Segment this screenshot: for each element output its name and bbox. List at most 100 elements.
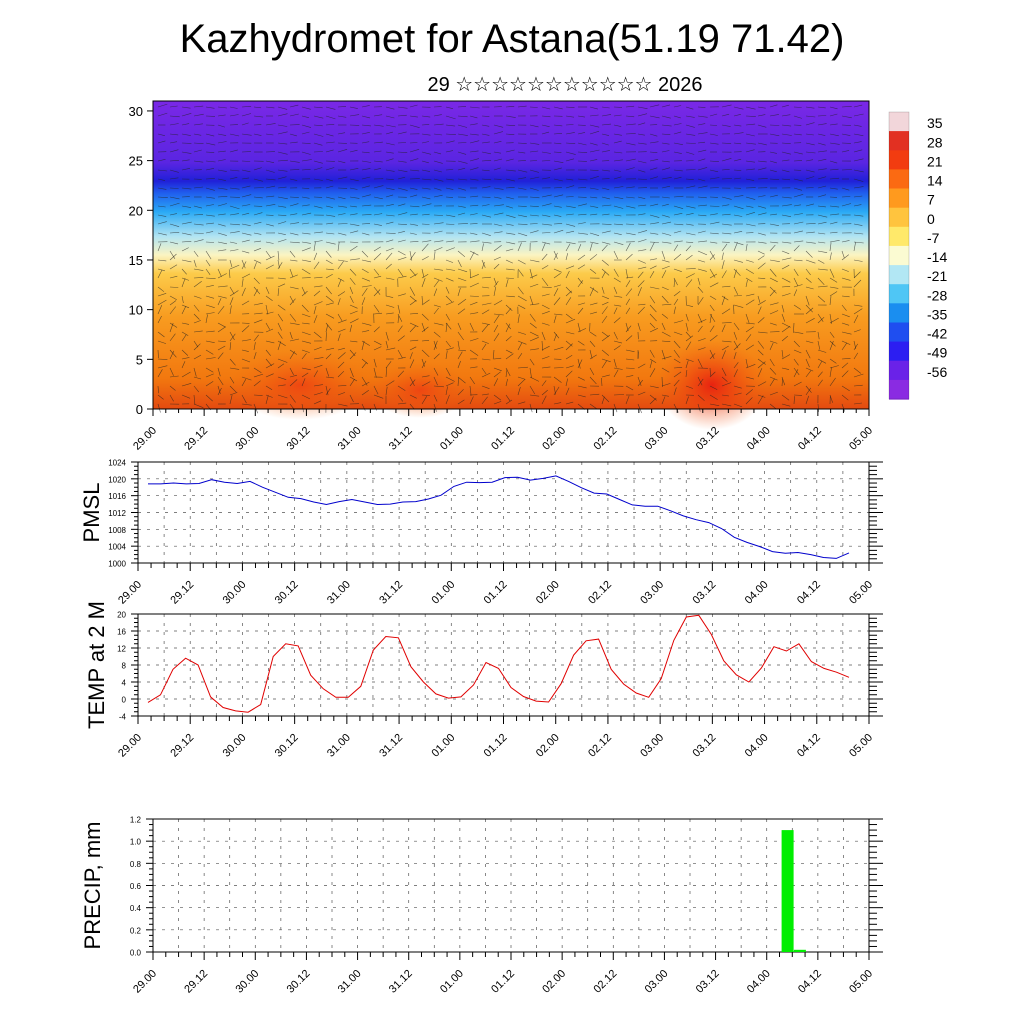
wind-barb — [385, 131, 393, 135]
colorbar-swatch — [889, 265, 909, 285]
wind-barb — [193, 205, 202, 209]
wind-barb — [625, 158, 636, 162]
wind-barb — [673, 205, 684, 209]
wind-barb — [757, 195, 766, 198]
wind-barb — [661, 133, 671, 135]
wind-barb — [781, 286, 791, 288]
wind-barb — [817, 106, 826, 109]
chart-subtitle: 29 ☆☆☆☆☆☆☆☆☆☆☆ 2026 — [427, 74, 703, 96]
wind-barb — [253, 167, 262, 171]
y-tick-label: 0.8 — [130, 860, 142, 869]
wind-barb — [253, 133, 262, 136]
y-tick-label: 1008 — [108, 526, 126, 535]
colorbar-label: -42 — [927, 326, 947, 342]
x-tick-label: 31.00 — [325, 732, 353, 760]
wind-barb — [697, 347, 706, 351]
wind-barb — [697, 286, 704, 293]
wind-barb — [481, 286, 490, 289]
wind-barb — [229, 290, 239, 297]
wind-barb — [685, 106, 694, 110]
wind-barb — [793, 194, 804, 198]
wind-barb — [613, 176, 622, 180]
wind-barb — [577, 232, 588, 235]
wind-barb — [169, 160, 179, 162]
colorbar-label: -28 — [927, 287, 947, 303]
wind-barb — [361, 214, 372, 216]
wind-barb — [433, 214, 444, 216]
wind-barb — [493, 256, 501, 261]
wind-barb — [757, 232, 766, 236]
wind-barb — [337, 223, 348, 225]
wind-barb — [541, 277, 549, 287]
wind-barb — [457, 178, 468, 181]
wind-barb — [541, 203, 552, 207]
wind-barb — [517, 151, 526, 154]
wind-barb — [325, 185, 334, 189]
wind-barb — [421, 396, 428, 405]
wind-barb — [649, 286, 660, 290]
wind-barb — [301, 204, 310, 207]
wind-barb — [181, 334, 187, 342]
wind-barb — [253, 277, 260, 285]
wind-barb — [289, 222, 300, 225]
wind-barb — [697, 277, 701, 286]
wind-barb — [745, 299, 755, 306]
wind-barb — [505, 304, 513, 312]
wind-barb — [205, 285, 214, 288]
wind-barb — [373, 326, 380, 333]
wind-barb — [181, 168, 191, 171]
wind-barb — [181, 232, 192, 236]
wind-barb — [469, 268, 471, 278]
wind-barb — [817, 277, 825, 286]
wind-barb — [217, 385, 221, 394]
wind-barb — [757, 394, 766, 398]
wind-barb — [397, 394, 404, 402]
y-tick-label: 1016 — [108, 492, 126, 501]
wind-barb — [577, 376, 585, 381]
wind-barb — [349, 268, 357, 276]
wind-barb — [457, 349, 467, 352]
wind-barb — [157, 196, 168, 198]
wind-barb — [313, 315, 318, 324]
wind-barb — [181, 106, 191, 109]
wind-barb — [409, 250, 413, 261]
wind-barb — [229, 305, 232, 315]
wind-barb — [193, 281, 202, 288]
wind-barb — [733, 242, 738, 252]
wind-barb — [709, 385, 718, 390]
wind-barb — [565, 401, 574, 405]
wind-barb — [397, 349, 403, 359]
wind-barb — [253, 367, 262, 373]
wind-barb — [505, 308, 512, 315]
wind-barb — [277, 277, 286, 280]
wind-barb — [853, 169, 864, 173]
wind-barb — [205, 295, 215, 299]
wind-barb — [277, 159, 288, 162]
x-tick-label: 31.12 — [377, 732, 405, 760]
wind-barb — [265, 204, 276, 207]
wind-barb — [529, 394, 540, 397]
wind-barb — [457, 268, 468, 273]
wind-barb — [625, 335, 633, 342]
wind-barb — [793, 331, 804, 334]
wind-barb — [745, 149, 755, 153]
wind-barb — [181, 123, 190, 126]
wind-barb — [217, 114, 226, 117]
x-tick-label: 31.12 — [387, 425, 415, 453]
wind-barb — [805, 142, 815, 146]
wind-barb — [397, 385, 406, 391]
wind-barb — [301, 212, 312, 216]
wind-barb — [469, 133, 479, 136]
wind-barb — [349, 106, 358, 109]
wind-barb — [421, 124, 430, 126]
x-tick-label: 01.12 — [482, 579, 510, 607]
wind-barb — [265, 195, 275, 198]
x-tick-label: 29.00 — [131, 968, 159, 996]
wind-barb — [685, 385, 694, 389]
wind-barb — [205, 349, 214, 355]
wind-barb — [733, 259, 743, 263]
colorbar-swatch — [889, 341, 909, 362]
wind-barb — [205, 268, 211, 275]
wind-barb — [217, 133, 227, 136]
wind-barb — [673, 320, 684, 324]
